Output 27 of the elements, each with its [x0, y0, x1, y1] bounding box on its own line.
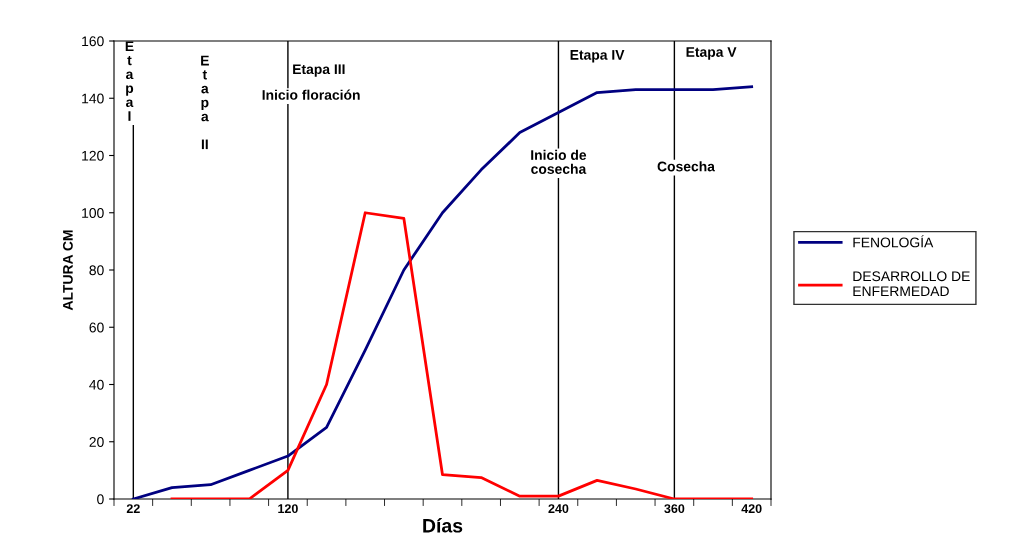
y-tick-label: 60	[89, 322, 104, 333]
y-tick-label: 140	[82, 93, 104, 104]
y-tick-label: 160	[82, 36, 104, 47]
annotation: Inicio floración	[262, 89, 360, 100]
x-tick-label: 22	[126, 504, 140, 513]
y-tick-label: 100	[82, 208, 104, 218]
annotation: Cosecha	[657, 161, 716, 172]
y-tick-label: 120	[82, 150, 104, 161]
y-tick-label: 40	[89, 379, 104, 390]
annotation: Inicio de cosecha	[531, 149, 587, 174]
x-tick-label: 360	[664, 504, 685, 514]
y-axis-title: ALTURA CM	[62, 230, 73, 311]
y-tick-label: 0	[97, 494, 104, 505]
x-tick-label: 240	[548, 504, 569, 514]
annotation: Etapa IV	[570, 50, 625, 63]
text: E t a p a II	[201, 55, 209, 150]
annotation: Etapa III	[293, 64, 345, 77]
x-axis-title: Días	[423, 518, 463, 533]
x-tick-label: 120	[278, 504, 298, 514]
y-tick-label: 20	[89, 437, 104, 447]
legend-label: DESARROLLO DE ENFERMEDAD	[853, 271, 970, 296]
y-tick-label: 80	[89, 265, 104, 276]
annotation: E t a p a I	[125, 41, 134, 121]
line-series	[170, 211, 754, 499]
legend-label: FENOLOGÍA	[853, 235, 934, 248]
x-tick-label: 420	[741, 504, 762, 514]
annotation: Etapa V	[686, 47, 737, 60]
